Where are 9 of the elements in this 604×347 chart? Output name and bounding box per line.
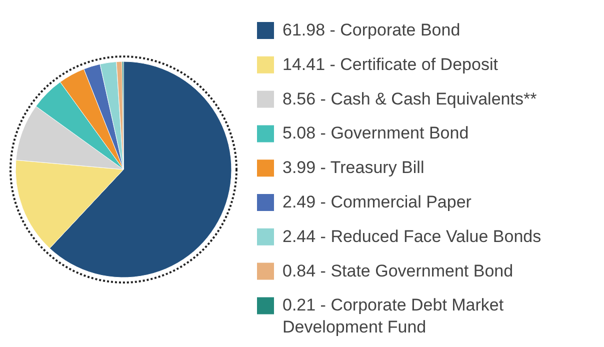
legend-label: 8.56 - Cash & Cash Equivalents** [282,89,538,108]
legend-label: 14.41 - Certificate of Deposit [282,54,498,74]
legend-label: 2.49 - Commercial Paper [282,192,472,212]
legend-label: 0.84 - State Government Bond [282,261,514,280]
legend-label: 0.21 - Corporate Debt Market Development Fund [282,296,504,337]
legend-label: 3.99 - Treasury Bill [282,158,424,178]
legend-label: 5.08 - Government Bond [282,124,469,143]
legend-label: 61.98 - Corporate Bond [282,20,460,40]
legend-label: 2.44 - Reduced Face Value Bonds [282,226,542,246]
